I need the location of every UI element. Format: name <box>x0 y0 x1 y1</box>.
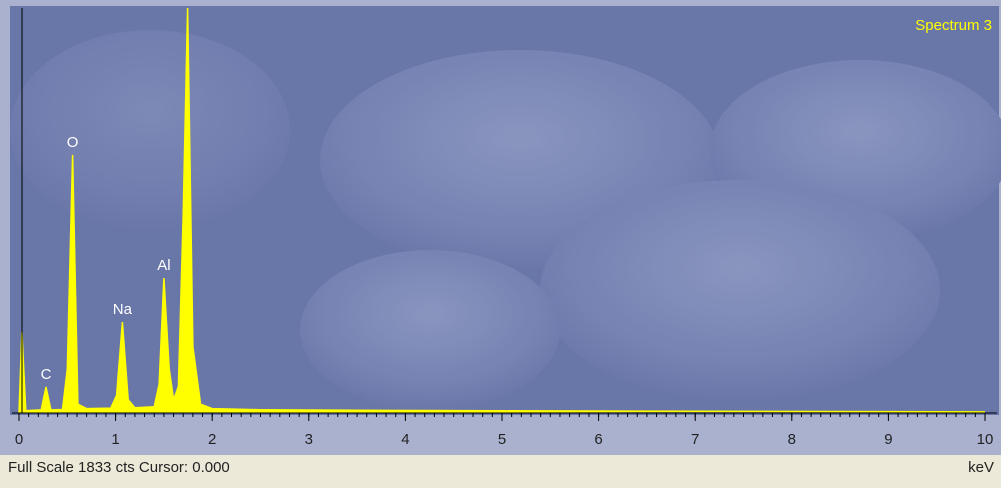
peak-label: C <box>41 366 52 383</box>
x-tick-label: 3 <box>305 431 313 448</box>
x-tick-label: 5 <box>498 431 506 448</box>
peak-label: Al <box>157 257 170 274</box>
x-tick-label: 2 <box>208 431 216 448</box>
peak-label: Si <box>181 0 194 4</box>
x-tick-label: 10 <box>977 431 994 448</box>
page: {"chart_data": { "type": "area", "title"… <box>0 0 1001 483</box>
peak-label: Na <box>113 301 133 318</box>
x-tick-label: 6 <box>594 431 602 448</box>
x-tick-label: 7 <box>691 431 699 448</box>
spectrum-title: Spectrum 3 <box>915 17 992 34</box>
peak-label: O <box>67 134 79 151</box>
chart: Spectrum 3 Full Scale 1833 cts Cursor: 0… <box>0 0 1001 483</box>
x-tick-label: 1 <box>111 431 119 448</box>
x-tick-label: 9 <box>884 431 892 448</box>
x-axis-label: keV <box>968 459 994 476</box>
status-text: Full Scale 1833 cts Cursor: 0.000 <box>8 459 230 476</box>
x-tick-label: 0 <box>15 431 23 448</box>
x-tick-label: 8 <box>788 431 796 448</box>
x-tick-label: 4 <box>401 431 409 448</box>
